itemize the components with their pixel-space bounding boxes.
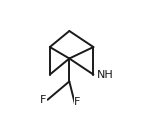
Text: F: F xyxy=(40,95,46,105)
Text: F: F xyxy=(74,97,81,107)
Text: NH: NH xyxy=(97,70,114,80)
